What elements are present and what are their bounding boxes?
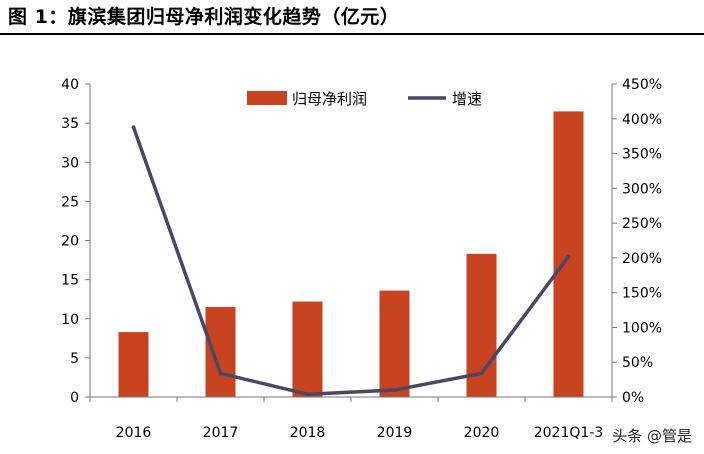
growth-line — [131, 125, 571, 396]
left-tick-label: 15 — [61, 273, 79, 289]
left-tick-label: 10 — [61, 312, 79, 328]
legend-swatch-bar — [247, 91, 287, 105]
x-tick-label: 2018 — [290, 425, 326, 441]
title-divider — [0, 33, 704, 35]
legend-label-bar: 归母净利润 — [292, 90, 367, 108]
legend-label-line: 增速 — [452, 90, 482, 108]
bar-2016 — [118, 332, 149, 397]
left-tick-label: 40 — [61, 77, 79, 93]
bar-2021Q1-3 — [553, 111, 584, 397]
x-tick-label: 2020 — [464, 425, 500, 441]
left-tick-label: 25 — [61, 194, 79, 210]
right-tick-label: 0% — [622, 390, 644, 406]
growth-point-2018 — [305, 392, 310, 397]
bar-2019 — [379, 290, 410, 397]
left-tick-label: 0 — [70, 390, 79, 406]
left-tick-label: 20 — [61, 234, 79, 250]
left-tick-label: 35 — [61, 116, 79, 132]
right-tick-label: 300% — [622, 181, 662, 197]
right-tick-label: 250% — [622, 216, 662, 232]
x-tick-label: 2019 — [377, 425, 413, 441]
x-tick-label: 2021Q1-3 — [534, 425, 604, 441]
right-tick-label: 200% — [622, 251, 662, 267]
left-tick-label: 30 — [61, 155, 79, 171]
right-tick-label: 100% — [622, 320, 662, 336]
right-tick-label: 50% — [622, 355, 653, 371]
right-tick-label: 400% — [622, 112, 662, 128]
chart-title: 图 1：旗滨集团归母净利润变化趋势（亿元） — [8, 6, 400, 28]
left-tick-label: 5 — [70, 351, 79, 367]
growth-point-2019 — [392, 388, 397, 392]
right-tick-label: 450% — [622, 77, 662, 93]
growth-point-2017 — [218, 371, 223, 376]
growth-point-2016 — [131, 125, 136, 129]
growth-point-2021Q1-3 — [566, 254, 571, 259]
growth-point-2020 — [479, 371, 484, 376]
bar-2017 — [205, 307, 236, 397]
x-tick-label: 2017 — [203, 425, 239, 441]
bar-2018 — [292, 301, 323, 397]
right-tick-label: 350% — [622, 147, 662, 163]
x-tick-label: 2016 — [116, 425, 152, 441]
watermark-text: 头条 @管是 — [612, 427, 692, 445]
right-tick-label: 150% — [622, 286, 662, 302]
